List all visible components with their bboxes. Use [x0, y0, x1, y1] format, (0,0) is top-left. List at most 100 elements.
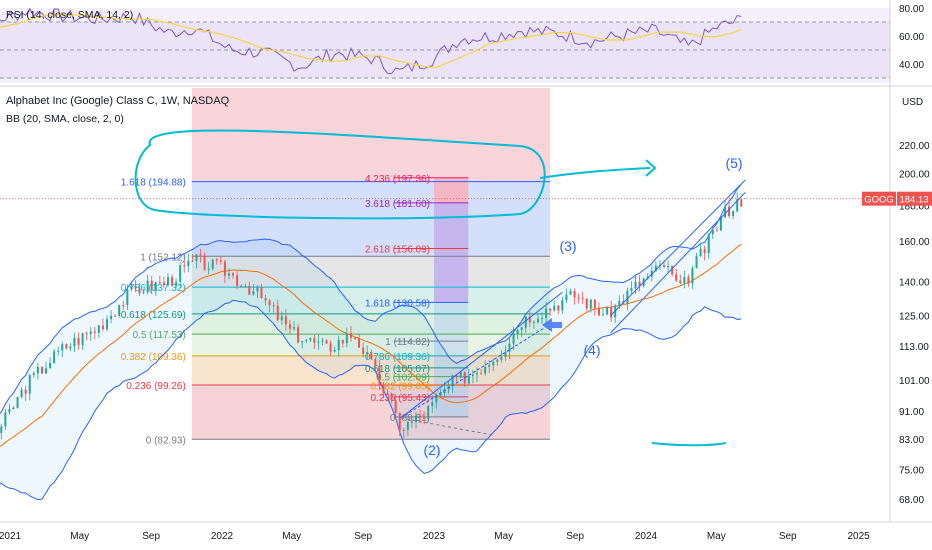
candle-body: [402, 429, 405, 431]
candle-body: [280, 316, 283, 321]
ext-level-label: 0.236 (95.43): [371, 393, 431, 404]
candle-body: [459, 372, 462, 378]
symbol-badge: [862, 191, 896, 206]
candle-body: [703, 249, 706, 254]
candle-body: [199, 254, 202, 256]
candle-body: [467, 376, 470, 384]
candle-body: [162, 282, 165, 286]
candle-body: [398, 413, 401, 431]
candle-body: [475, 373, 478, 375]
candle-body: [715, 230, 718, 232]
candle-body: [687, 277, 690, 284]
candle-body: [65, 344, 68, 349]
candle-body: [711, 230, 714, 235]
rsi-tick-label: 80.00: [899, 4, 924, 15]
candle-body: [97, 325, 100, 333]
candle-body: [557, 305, 560, 311]
hand-drawn-arrow: [539, 167, 651, 179]
ext-level-label: 1 (114.82): [385, 337, 430, 348]
candle-body: [223, 261, 226, 276]
candle-body: [549, 308, 552, 311]
price-tick-label: 75.00: [899, 466, 924, 477]
candle-body: [134, 285, 137, 289]
candle-body: [679, 280, 682, 283]
candle-body: [203, 255, 206, 270]
candle-body: [683, 277, 686, 283]
candle-body: [471, 374, 474, 377]
candle-body: [630, 287, 633, 291]
fib-level-label: 0.618 (125.69): [121, 310, 186, 321]
candle-body: [146, 280, 149, 293]
candle-body: [362, 347, 365, 354]
time-tick-label: 2022: [211, 531, 234, 542]
candle-body: [577, 297, 580, 299]
candle-body: [719, 217, 722, 231]
candle-body: [569, 291, 572, 295]
last-price-badge: [897, 191, 932, 206]
ext-level-label: 2.618 (156.09): [365, 245, 430, 256]
candle-body: [528, 316, 531, 323]
fib-level-label: 0.382 (109.36): [121, 352, 186, 363]
ext-level-label: 0.5 (102.09): [376, 373, 430, 384]
candle-body: [252, 291, 255, 295]
time-tick-label: Sep: [566, 531, 584, 542]
trend-line: [400, 327, 545, 419]
candle-body: [118, 305, 121, 316]
wave-label: (3): [559, 238, 576, 254]
candle-body: [268, 300, 271, 306]
candle-body: [455, 375, 458, 378]
fib-level-label: 1.618 (194.88): [121, 178, 186, 189]
candle-body: [691, 268, 694, 284]
candle-body: [626, 290, 629, 304]
candle-body: [382, 384, 385, 393]
candle-body: [561, 300, 564, 311]
candle-body: [553, 305, 556, 311]
time-tick-label: May: [494, 531, 513, 542]
candle-body: [366, 352, 369, 354]
candle-body: [171, 277, 174, 286]
candle-body: [187, 260, 190, 266]
time-tick-label: Sep: [142, 531, 160, 542]
price-tick-label: 125.00: [899, 312, 930, 323]
price-tick-label: 160.00: [899, 237, 930, 248]
trend-line: [400, 417, 495, 436]
candle-body: [329, 343, 332, 352]
candle-body: [524, 316, 527, 328]
candle-body: [423, 417, 426, 419]
candle-body: [374, 359, 377, 367]
candle-body: [69, 346, 72, 349]
candle-body: [301, 341, 304, 343]
candle-body: [284, 316, 287, 325]
candle-body: [158, 282, 161, 284]
candle-body: [488, 365, 491, 367]
candle-body: [675, 274, 678, 281]
candle-body: [138, 288, 141, 294]
candle-body: [484, 366, 487, 374]
candle-body: [345, 333, 348, 344]
time-tick-label: May: [70, 531, 89, 542]
candle-body: [618, 300, 621, 306]
candle-body: [293, 327, 296, 329]
candle-body: [28, 375, 31, 394]
candle-body: [215, 259, 218, 261]
fib-zone: [191, 385, 551, 440]
candle-body: [126, 289, 129, 306]
price-tick-label: 68.00: [899, 495, 924, 506]
candle-body: [341, 339, 344, 344]
candle-body: [77, 337, 80, 345]
hand-drawn-arrowhead: [645, 159, 657, 177]
candle-body: [667, 265, 670, 268]
ext-zone: [434, 202, 469, 303]
candle-body: [573, 291, 576, 298]
time-tick-label: Sep: [779, 531, 797, 542]
candle-body: [313, 338, 316, 343]
bollinger-basis: [0, 243, 742, 447]
rsi-legend: RSI (14, close, SMA, 14, 2): [6, 9, 133, 21]
candle-body: [191, 260, 194, 262]
candle-body: [240, 285, 243, 287]
time-tick-label: 2024: [635, 531, 658, 542]
candle-body: [516, 329, 519, 334]
price-tick-label: 140.00: [899, 277, 930, 288]
ext-level-label: 0.786 (109.36): [365, 352, 430, 363]
